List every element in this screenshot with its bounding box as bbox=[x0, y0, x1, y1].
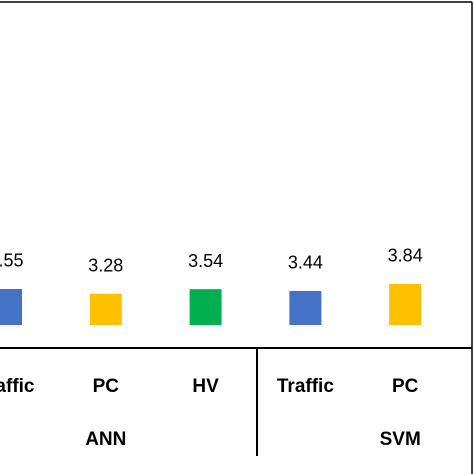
value-label: 3.54 bbox=[188, 251, 223, 271]
value-label: 3.44 bbox=[288, 253, 323, 273]
x-tick-label: PC bbox=[392, 376, 419, 397]
value-label: 3.55 bbox=[0, 251, 24, 271]
bar bbox=[89, 293, 122, 325]
group-label: ANN bbox=[85, 429, 126, 450]
bar bbox=[189, 289, 222, 325]
bar bbox=[389, 283, 422, 325]
x-tick-label: Traffic bbox=[277, 376, 334, 397]
x-tick-label: Traffic bbox=[0, 376, 35, 397]
x-tick-label: PC bbox=[93, 376, 120, 397]
bar bbox=[289, 290, 322, 325]
group-label: SVM bbox=[380, 429, 421, 450]
bar bbox=[0, 288, 22, 325]
x-tick-label: HV bbox=[192, 376, 219, 397]
value-label: 3.84 bbox=[388, 246, 423, 266]
value-label: 3.28 bbox=[88, 255, 123, 275]
